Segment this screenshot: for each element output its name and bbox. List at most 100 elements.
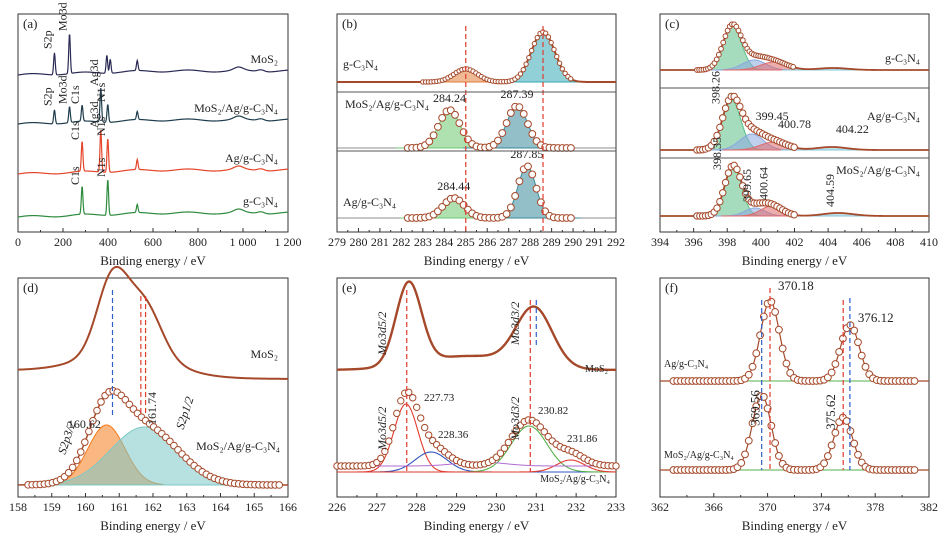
series-line (17, 265, 288, 380)
x-tick-label: 227 (368, 500, 386, 514)
peak-label: Ag3d (87, 101, 101, 128)
peak-label: S2p (40, 87, 54, 106)
data-point (710, 137, 718, 146)
panel-a: 0 200 400 600 800 1 000 1 200 Binding energy / … (15, 2, 302, 268)
data-point (512, 426, 521, 434)
fit-peak (395, 109, 504, 149)
series-label: MoS₂/Ag/g-C₃N₄ (540, 474, 610, 485)
data-point (748, 362, 757, 371)
peak-value: 284.44 (437, 179, 470, 193)
peak-value: 287.39 (501, 87, 534, 101)
x-tick-label: 408 (886, 235, 904, 249)
data-point (827, 368, 836, 377)
x-tick-label: 400 (99, 235, 117, 249)
data-point (393, 409, 401, 418)
data-point (724, 169, 733, 177)
panel-c: 394 396 398 400 402 404 406 408 410 Binding energ… (651, 13, 938, 268)
x-tick-label: 290 (564, 235, 582, 249)
data-point (528, 130, 537, 138)
data-point (506, 109, 515, 117)
x-tick-label: 233 (607, 500, 625, 514)
data-point (713, 131, 721, 140)
data-point (737, 459, 746, 467)
series-label: g-C₃N₄ (885, 51, 920, 65)
data-point (719, 189, 727, 197)
peak-value: 161.74 (145, 392, 159, 425)
data-point (72, 456, 81, 465)
data-point (551, 46, 557, 53)
peak-value: 400.78 (778, 117, 811, 131)
data-point (716, 197, 724, 206)
x-tick-label: 200 (54, 235, 72, 249)
x-axis-label: Binding energy / eV (100, 518, 206, 533)
x-tick-label: 600 (144, 235, 162, 249)
data-point (89, 416, 97, 425)
data-point (502, 210, 511, 218)
series-label: MoS₂/Ag/g-C₃N₄ (194, 101, 278, 115)
panel-label: (c) (665, 16, 679, 31)
data-point (520, 66, 526, 73)
data-point (93, 406, 101, 415)
data-point (515, 177, 524, 186)
x-tick-label: 158 (9, 500, 27, 514)
data-point (782, 359, 791, 368)
data-point (524, 120, 532, 129)
peak-label: N1s (94, 82, 108, 102)
data-point (508, 432, 517, 440)
peak-assignment: S2p1/2 (173, 395, 197, 431)
x-tick-label: 164 (212, 500, 230, 514)
data-point (910, 466, 919, 474)
x-tick-label: 282 (392, 235, 410, 249)
data-point (744, 436, 753, 445)
data-point (425, 137, 434, 146)
data-point (385, 437, 393, 445)
peak-value: 160.62 (68, 417, 101, 431)
series-label: MoS₂/Ag/g-C₃N₄ (196, 439, 280, 453)
data-point (389, 424, 397, 432)
panel-label: (b) (342, 16, 357, 31)
x-tick-label: 366 (705, 500, 723, 514)
data-point (722, 33, 729, 40)
peak-value: 399.65 (740, 169, 754, 202)
data-point (737, 32, 744, 39)
peak-assignment: S2p3/2 (55, 420, 79, 456)
data-point (721, 104, 730, 112)
data-point (417, 414, 425, 422)
data-point (790, 211, 798, 219)
x-tick-label: 163 (178, 500, 196, 514)
data-point (719, 114, 727, 122)
panel-e: 226 227 228 229 230 231 232 233 Binding energy /… (328, 277, 625, 533)
data-point (542, 30, 549, 36)
data-point (752, 349, 761, 358)
x-tick-label: 283 (414, 235, 432, 249)
x-tick-label: 284 (435, 235, 453, 249)
data-point (716, 123, 724, 132)
data-point (496, 449, 505, 457)
data-point (910, 377, 919, 385)
data-point (517, 71, 524, 77)
data-point (733, 165, 741, 174)
series-label: g-C₃N₄ (243, 194, 278, 208)
series-line (336, 280, 617, 372)
x-tick-label: 162 (144, 500, 162, 514)
data-point (721, 178, 730, 187)
data-point (774, 325, 783, 334)
peak-assignment: Mo3d5/2 (375, 407, 389, 451)
series-label: Ag/g-C₃N₄ (225, 151, 278, 165)
data-point (748, 419, 757, 428)
x-axis-label: Binding energy / eV (742, 518, 848, 533)
data-point (523, 61, 529, 67)
x-tick-label: 362 (651, 500, 669, 514)
x-tick-label: 410 (920, 235, 938, 249)
panel-label: (e) (342, 280, 356, 295)
data-point (790, 143, 798, 151)
x-tick-label: 396 (685, 235, 703, 249)
data-point (739, 182, 747, 190)
data-point (526, 54, 532, 61)
data-point (554, 53, 560, 60)
data-point (424, 431, 433, 439)
x-tick-label: 288 (521, 235, 539, 249)
x-tick-label: 291 (586, 235, 604, 249)
data-point (612, 462, 620, 470)
data-point (397, 397, 405, 405)
